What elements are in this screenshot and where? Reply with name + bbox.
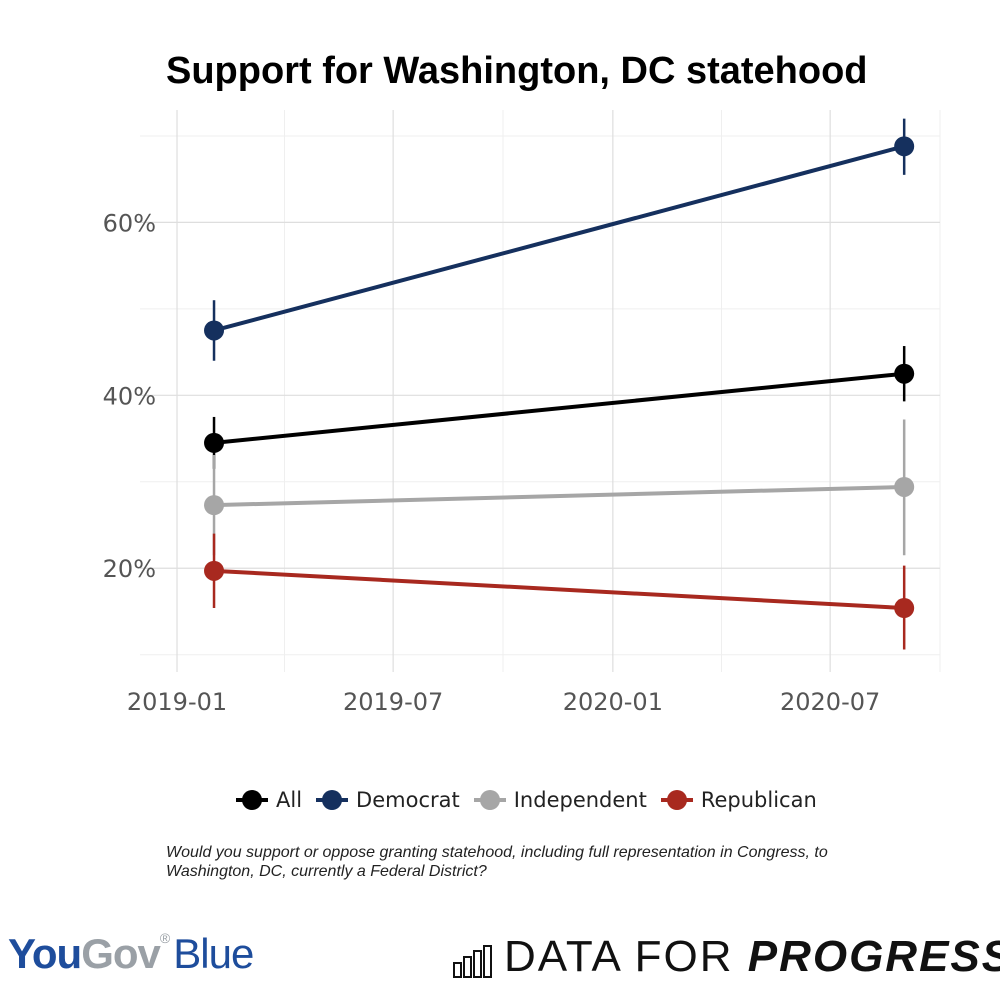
x-tick-label: 2019-01 [127,688,227,716]
legend-item: All [236,788,302,812]
chart-title: Support for Washington, DC statehood [166,50,868,92]
data-point [204,320,225,341]
series-republican [204,533,915,650]
legend-key [660,788,693,812]
legend-item: Independent [473,788,647,812]
data-point [894,136,915,157]
footnote: Would you support or oppose granting sta… [166,844,828,880]
data-point [204,432,225,453]
bar-chart-icon [453,945,492,978]
data-point [894,476,915,497]
x-tick-label: 2019-07 [343,688,443,716]
legend-label: All [276,788,303,812]
legend-label: Independent [513,788,647,812]
legend-item: Democrat [316,788,460,812]
legend-item: Republican [660,788,817,812]
series-democrat [204,118,915,361]
data-point [204,495,225,516]
legend-key [473,788,506,812]
series-line [213,371,905,445]
data-point [204,560,225,581]
x-tick-label: 2020-01 [563,688,663,716]
data-point [894,363,915,384]
y-tick-label: 40% [103,382,156,410]
y-tick-label: 60% [103,209,156,237]
series-all [204,346,915,469]
legend-label: Republican [700,788,817,812]
series-line [213,568,905,611]
yougov-blue-logo: YouGov®Blue [8,930,254,977]
data-point [894,598,915,619]
series-independent [204,419,915,556]
data-for-progress-logo: DATA FOR PROGRESS [452,935,1000,979]
series-line [213,144,905,333]
x-tick-label: 2020-07 [780,688,880,716]
y-tick-label: 20% [103,555,156,583]
series-line [213,484,905,508]
legend: All Democrat Independent Republican [236,788,831,812]
legend-label: Democrat [356,788,460,812]
legend-key [236,788,268,812]
legend-key [316,788,349,812]
